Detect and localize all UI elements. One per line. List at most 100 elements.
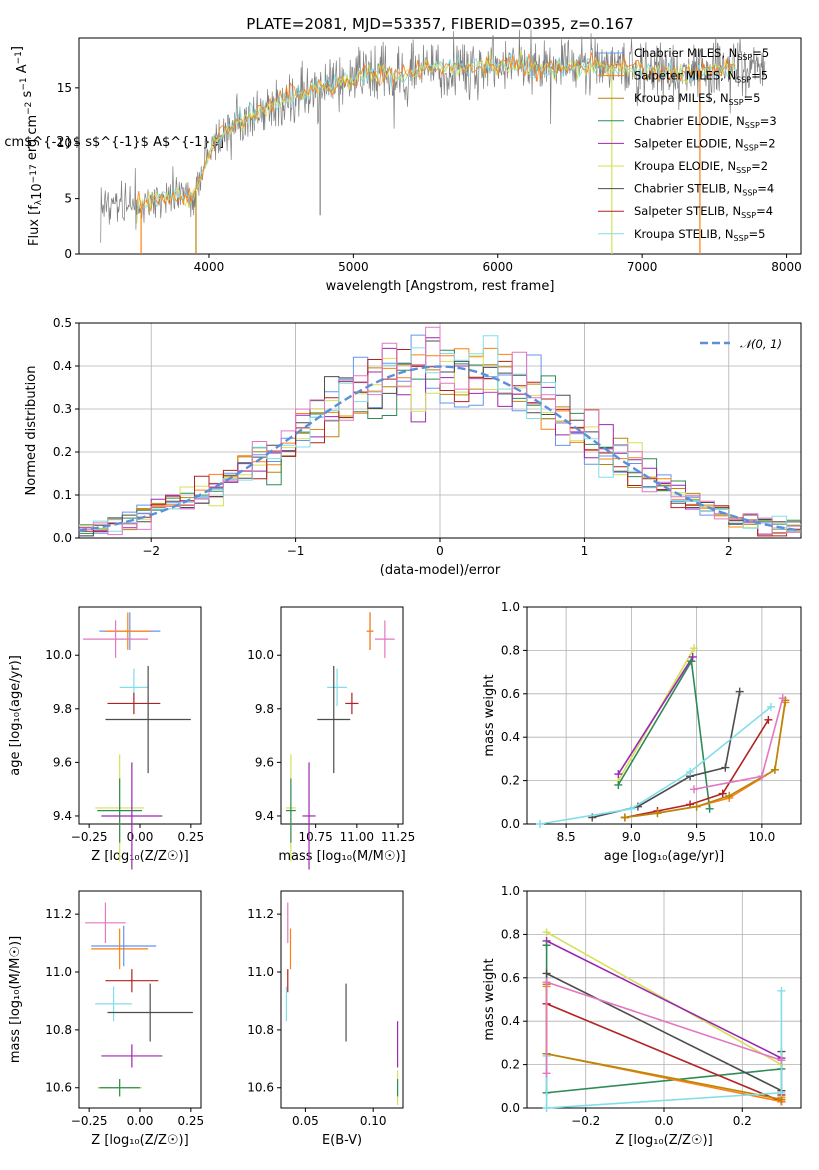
x-tick-label: 0.10 [360,1114,387,1128]
legend-entry: Kroupa STELIB, NSSP=5 [634,227,765,243]
y-tick-label: 10 [57,136,72,150]
y-tick-label: 9.4 [255,809,274,823]
axes-frame [526,890,802,1109]
mass-weight-line [693,697,784,791]
x-tick-label: 9.5 [687,830,706,844]
y-tick-label: 0.2 [501,774,520,788]
x-tick-label: 0.05 [292,1114,319,1128]
y-tick-label: 10.6 [45,1081,72,1095]
mass-weight-marker [757,772,766,781]
x-tick-label: 11.25 [381,830,415,844]
y-tick-label: 0.0 [501,817,520,831]
y-tick-label: 15 [57,81,72,95]
y-tick-label: 0.3 [53,402,72,416]
mass-weight-marker [536,820,545,828]
x-tick-label: −1 [287,544,305,558]
mass-weight-marker [620,813,629,822]
axes-frame [78,37,802,255]
legend-entry: Salpeter MILES, NSSP=5 [634,69,768,85]
mass-weight-marker [686,767,695,776]
x-tick-label: 10.75 [298,830,332,844]
x-axis-label: E(B-V) [322,1133,362,1148]
y-tick-label: 1.0 [501,600,520,614]
mass-weight-marker [764,715,773,724]
y-tick-label: 0.2 [53,445,72,459]
y-tick-label: 11.0 [247,965,274,979]
mass-weight-marker [542,1069,551,1078]
x-tick-label: 0.0 [654,1114,673,1128]
legend-entry: Salpeter ELODIE, NSSP=2 [634,136,776,152]
mass-weight-marker [718,789,727,798]
x-axis-label: mass [log₁₀(M/M☉)] [278,849,405,864]
mass-weight-marker [735,687,744,696]
y-tick-label: 10.6 [247,1081,274,1095]
mass-weight-marker [653,809,662,818]
weight-vs-Z-plot: −0.2 0.0 0.2 0.0 0.2 0.4 0.6 0.8 1.0 Z [log₁₀(Z/Z… [482,884,802,1148]
mass-weight-marker [542,1104,551,1112]
model-fit-line [136,49,736,224]
mass-weight-marker [692,802,701,811]
legend-entry: Chabrier ELODIE, NSSP=3 [634,114,777,130]
y-tick-label: 0.1 [53,488,72,502]
y-tick-label: 10.0 [247,648,274,662]
y-axis-label: mass weight [482,958,497,1040]
y-tick-label: 0.4 [501,1014,520,1028]
legend-entry: Chabrier STELIB, NSSP=4 [634,182,774,198]
x-tick-label: −0.2 [571,1114,600,1128]
y-tick-label: 9.8 [53,702,72,716]
y-tick-label: 0 [64,247,72,261]
y-axis-label: mass weight [482,674,497,756]
x-axis-label: wavelength [Angstrom, rest frame] [326,279,555,294]
mass-weight-marker [777,986,786,995]
x-tick-label: 9.0 [622,830,641,844]
y-tick-label: 0.2 [501,1058,520,1072]
x-tick-label: 4000 [194,260,225,274]
spectrum-plot: 4000 5000 6000 7000 8000 0 5 10 15 wavelength [An… [0,29,802,294]
mass-weight-line [617,656,694,775]
axes-frame [78,322,802,539]
mass-weight-marker [705,804,714,813]
x-tick-label: 1 [581,544,589,558]
mass-vs-Z-plot: −0.25 0.00 0.25 10.6 10.8 11.0 11.2 Z [log₁₀(Z/… [8,890,204,1148]
mass-weight-marker [725,791,734,800]
mass-weight-line [592,691,741,819]
mass-weight-marker [614,780,623,789]
mass-weight-marker [688,652,697,661]
x-tick-label: −2 [142,544,160,558]
mass-weight-marker [777,1056,786,1065]
y-tick-label: 0.6 [501,971,520,985]
x-tick-label: 8000 [771,260,802,274]
y-axis-label: mass [log₁₀(M/M☉)] [8,936,23,1063]
mass-weight-marker [690,785,699,794]
y-tick-label: 0.0 [501,1101,520,1115]
y-tick-label: 9.4 [53,809,72,823]
mass-weight-line [539,706,772,825]
x-tick-label: 0.25 [177,830,204,844]
x-axis-label: Z [log₁₀(Z/Z☉)] [91,1133,188,1148]
y-tick-label: 11.0 [45,965,72,979]
legend-entry: 𝒩(0, 1) [740,337,782,351]
y-axis-label: Flux [fλ10−17 erg cm−2 s−1 A−1] [10,46,45,246]
x-axis-label: (data-model)/error [380,563,501,578]
x-tick-label: 5000 [338,260,369,274]
figure-title: PLATE=2081, MJD=53357, FIBERID=0395, z=0… [246,15,633,33]
age-vs-Z-plot: −0.25 0.00 0.25 9.4 9.6 9.8 10.0 Z [log₁₀(Z/Z☉)… [8,606,204,870]
y-tick-label: 11.2 [247,907,274,921]
mass-weight-marker [627,804,636,813]
mass-weight-marker [542,941,551,950]
y-axis-label: age [log₁₀(age/yr)] [8,655,23,776]
x-tick-label: 8.5 [557,830,576,844]
mass-weight-marker [614,770,623,779]
mass-weight-line [546,931,782,1066]
age-vs-mass-plot: 10.75 11.00 11.25 9.4 9.6 9.8 10.0 mass [log₁₀(… [247,606,415,870]
mass-weight-marker [770,765,779,774]
mass-weight-line [546,940,782,1059]
x-tick-label: 0 [436,544,444,558]
y-tick-label: 0.5 [53,316,72,330]
axes-frame [526,606,802,825]
mass-weight-marker [542,928,551,937]
y-tick-label: 5 [64,192,72,206]
y-tick-label: 9.6 [53,755,72,769]
y-tick-label: 0.8 [501,643,520,657]
